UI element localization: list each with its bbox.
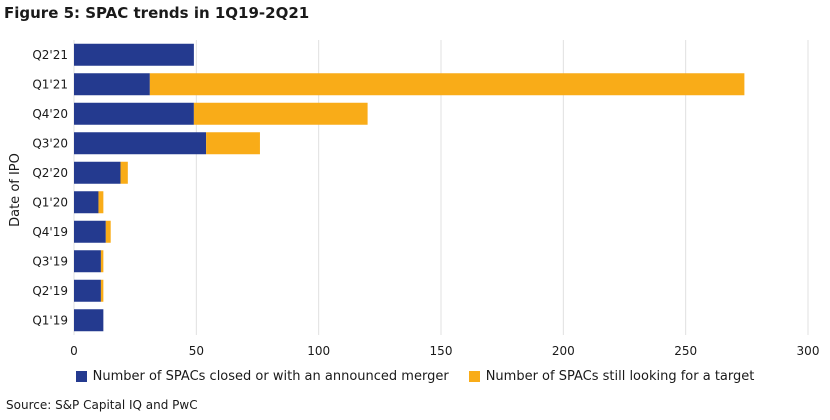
bars — [74, 43, 745, 332]
x-tick-label: 50 — [189, 344, 204, 358]
legend: Number of SPACs closed or with an announ… — [0, 369, 830, 384]
y-category-label: Q2'19 — [32, 284, 68, 298]
bar-looking — [149, 73, 745, 96]
y-category-label: Q4'20 — [32, 107, 68, 121]
bar-closed — [74, 279, 101, 302]
x-tick-label: 150 — [430, 344, 453, 358]
y-category-label: Q1'20 — [32, 195, 68, 209]
y-axis-categories: Q2'21 Q1'21 Q4'20 Q3'20 Q2'20 Q1'20 Q4'19 Q3'19… — [32, 48, 68, 328]
x-tick-label: 250 — [674, 344, 697, 358]
legend-label-closed: Number of SPACs closed or with an announ… — [92, 369, 449, 384]
y-category-label: Q3'19 — [32, 254, 68, 268]
bar-closed — [74, 309, 104, 332]
y-axis-label: Date of IPO — [8, 153, 23, 227]
x-tick-label: 100 — [307, 344, 330, 358]
bar-closed — [74, 132, 207, 155]
bar-looking — [100, 250, 104, 273]
y-category-label: Q2'21 — [32, 48, 68, 62]
bar-looking — [206, 132, 260, 155]
bar-closed — [74, 161, 121, 184]
x-tick-label: 200 — [552, 344, 575, 358]
bar-chart: 0 50 100 150 200 250 300 Q2'21Q1'21Q4'20Q3'20Q… — [8, 40, 819, 358]
legend-swatch-closed — [75, 371, 87, 382]
bar-looking — [98, 191, 104, 214]
y-category-label: Q1'19 — [32, 313, 68, 327]
legend-item-closed: Number of SPACs closed or with an announ… — [75, 369, 449, 384]
bar-closed — [74, 220, 106, 243]
y-category-label: Q2'20 — [32, 166, 68, 180]
x-tick-label: 300 — [797, 344, 820, 358]
bar-closed — [74, 191, 99, 214]
legend-item-looking: Number of SPACs still looking for a targ… — [468, 369, 755, 384]
chart-title: Figure 5: SPAC trends in 1Q19-2Q21 — [4, 4, 310, 22]
bar-looking — [193, 102, 368, 125]
bar-closed — [74, 73, 150, 96]
y-category-label: Q3'20 — [32, 136, 68, 150]
legend-swatch-looking — [468, 371, 480, 382]
bar-looking — [100, 279, 104, 302]
x-tick-label: 0 — [70, 344, 78, 358]
y-category-label: Q4'19 — [32, 225, 68, 239]
y-category-label: Q1'21 — [32, 77, 68, 91]
bar-looking — [120, 161, 128, 184]
bar-closed — [74, 102, 194, 125]
legend-label-looking: Number of SPACs still looking for a targ… — [485, 369, 755, 384]
bar-closed — [74, 43, 194, 66]
bar-looking — [105, 220, 111, 243]
x-axis-ticks: 0 50 100 150 200 250 300 — [70, 344, 819, 358]
source-note: Source: S&P Capital IQ and PwC — [6, 398, 198, 412]
bar-closed — [74, 250, 101, 273]
